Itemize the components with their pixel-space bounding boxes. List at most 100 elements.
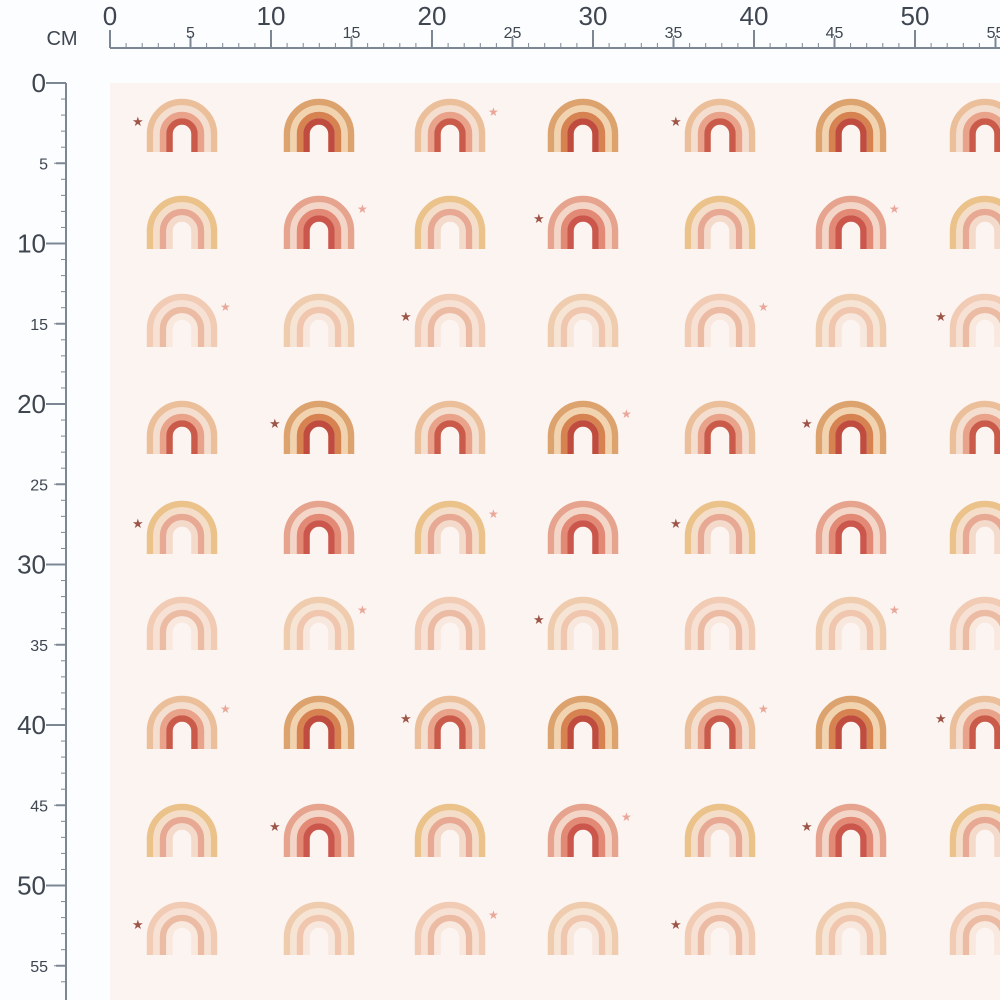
star: ★ [758,300,769,314]
rainbow-band [414,195,486,249]
star: ★ [533,612,545,627]
rainbow-band [949,500,1000,554]
rainbow-band [283,596,355,650]
rainbow-band [296,306,342,347]
left-tick-label: 30 [17,550,46,580]
rainbow-band [434,715,466,749]
rainbow-band [296,513,342,554]
rainbow-band [290,407,348,454]
rainbow-band [956,603,1000,650]
rainbow-band [303,823,335,857]
rainbow-band [159,413,205,454]
rainbow-band [554,603,612,650]
pattern: ★★★★★★★★★★★★★★★★★★★★★★★★★★★★★★★★ [132,98,1000,955]
rainbow-band [421,202,479,249]
rainbow-band [815,400,887,454]
rainbow-band [822,810,880,857]
rainbow-band [684,500,756,554]
rainbow-band [166,215,198,249]
rainbow-band [421,507,479,554]
rainbow-band [290,507,348,554]
rainbow-band [704,921,736,955]
rainbow-band [414,803,486,857]
star: ★ [357,202,368,216]
rainbow-band [684,596,756,650]
rainbow-band [835,215,867,249]
rainbow-band [146,400,218,454]
rainbow-band [560,513,606,554]
rainbow-band [296,914,342,955]
rainbow-band [560,914,606,955]
left-tick-label: 0 [32,68,46,98]
rainbow-band [704,215,736,249]
rainbow-band [962,111,1000,152]
rainbow-band [427,306,473,347]
rainbow-band [835,420,867,454]
rainbow-band [567,715,599,749]
left-tick-label: 55 [30,959,48,976]
rainbow-band [684,400,756,454]
rainbow-band [567,921,599,955]
rainbow-band [159,816,205,857]
star: ★ [400,711,412,726]
left-tick-label: 40 [17,710,46,740]
star: ★ [670,917,682,932]
star: ★ [801,416,813,431]
rainbow-band [962,609,1000,650]
rainbow-band [704,118,736,152]
top-tick-label: 55 [987,25,1000,42]
rainbow-band [421,908,479,955]
rainbow-band [691,603,749,650]
rainbow-band [828,914,874,955]
rainbow-band [290,300,348,347]
star: ★ [670,516,682,531]
rainbow-band [949,803,1000,857]
rainbow-band [697,816,743,857]
rainbow-band [697,208,743,249]
star: ★ [132,516,144,531]
left-tick-label: 25 [30,477,48,494]
star: ★ [533,211,545,226]
rainbow-band [691,407,749,454]
rainbow-band [547,695,619,749]
rainbow-band [434,921,466,955]
rainbow-band [554,202,612,249]
rainbow-band [828,208,874,249]
rainbow-band [554,507,612,554]
rainbow-band [153,603,211,650]
rainbow-band [697,111,743,152]
rainbow-band [547,500,619,554]
rainbow-band [822,603,880,650]
rainbow-band [547,803,619,857]
rainbow-band [554,105,612,152]
rainbow-band [303,616,335,650]
rainbow-band [303,520,335,554]
left-tick-label: 15 [30,317,48,334]
rainbow-band [567,118,599,152]
rainbow-band [547,98,619,152]
top-tick-label: 15 [343,25,361,42]
rainbow-band [554,908,612,955]
left-tick-label: 10 [17,229,46,259]
rainbow-band [815,695,887,749]
rainbow-band [421,105,479,152]
rainbow-band [949,596,1000,650]
rainbow-band [962,208,1000,249]
rainbow-band [956,407,1000,454]
rainbow-band [414,901,486,955]
rainbow-band [547,195,619,249]
star: ★ [220,702,231,716]
rainbow-band [684,803,756,857]
rainbow-band [153,105,211,152]
rainbow-band [949,901,1000,955]
rainbow-band [962,306,1000,347]
rainbow-band [153,202,211,249]
rainbow-band [691,507,749,554]
rainbow-band [697,914,743,955]
rainbow-band [166,313,198,347]
rainbow-band [434,313,466,347]
rainbow-band [822,105,880,152]
rainbow-band [560,708,606,749]
rainbow-band [153,300,211,347]
